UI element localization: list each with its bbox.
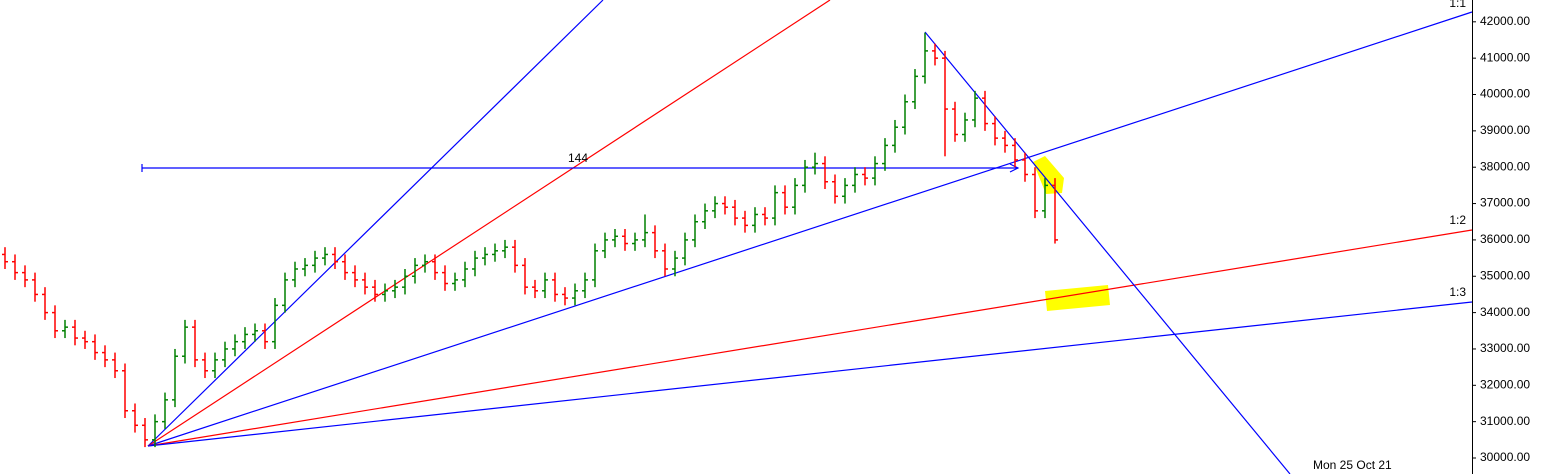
- y-tick-label: 30000.00: [1480, 450, 1530, 464]
- y-tick-label: 35000.00: [1480, 268, 1530, 282]
- y-tick-label: 41000.00: [1480, 50, 1530, 64]
- trend-line: [924, 31, 1291, 474]
- fan-line: [147, 229, 1473, 447]
- fan-line: [147, 0, 604, 447]
- y-tick-label: 37000.00: [1480, 196, 1530, 210]
- y-tick-label: 36000.00: [1480, 232, 1530, 246]
- arrow-head: [1009, 163, 1020, 173]
- y-tick-label: 38000.00: [1480, 159, 1530, 173]
- fan-line: [147, 301, 1473, 447]
- y-tick-label: 40000.00: [1480, 87, 1530, 101]
- y-tick-label: 34000.00: [1480, 305, 1530, 319]
- y-tick-label: 33000.00: [1480, 341, 1530, 355]
- annotation: 1:2: [1449, 213, 1466, 227]
- annotation: 1:1: [1449, 0, 1466, 10]
- date-label: Mon 25 Oct 21: [1313, 458, 1392, 472]
- highlight: [1033, 156, 1064, 194]
- fan-line: [147, 11, 1473, 447]
- y-tick-label: 39000.00: [1480, 123, 1530, 137]
- y-tick-label: 42000.00: [1480, 14, 1530, 28]
- y-tick-label: 32000.00: [1480, 377, 1530, 391]
- gann-fan: [141, 0, 1473, 474]
- annotation: 1:3: [1449, 285, 1466, 299]
- annotation: 144: [568, 151, 588, 165]
- fan-line: [147, 0, 831, 447]
- y-tick-label: 31000.00: [1480, 414, 1530, 428]
- bars: [2, 32, 1058, 448]
- axis-panel: [1473, 0, 1541, 474]
